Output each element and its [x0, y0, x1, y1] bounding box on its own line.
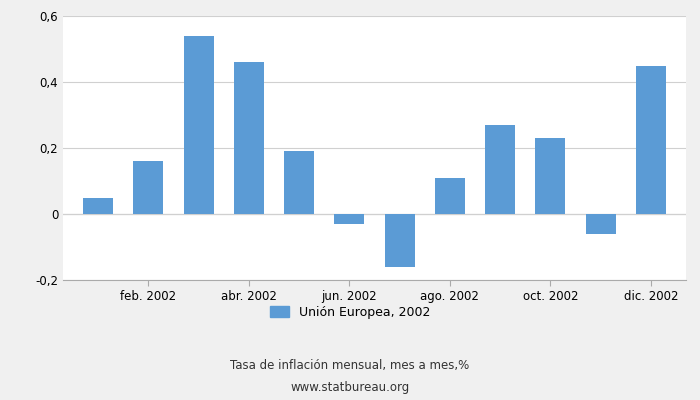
Bar: [284, 151, 314, 214]
Bar: [133, 161, 164, 214]
Bar: [636, 66, 666, 214]
Legend: Unión Europea, 2002: Unión Europea, 2002: [265, 301, 435, 324]
Bar: [485, 125, 515, 214]
Bar: [234, 62, 264, 214]
Bar: [335, 214, 365, 224]
Text: Tasa de inflación mensual, mes a mes,%: Tasa de inflación mensual, mes a mes,%: [230, 360, 470, 372]
Text: www.statbureau.org: www.statbureau.org: [290, 382, 410, 394]
Bar: [536, 138, 566, 214]
Bar: [585, 214, 616, 234]
Bar: [183, 36, 214, 214]
Bar: [384, 214, 414, 267]
Bar: [435, 178, 465, 214]
Bar: [83, 198, 113, 214]
